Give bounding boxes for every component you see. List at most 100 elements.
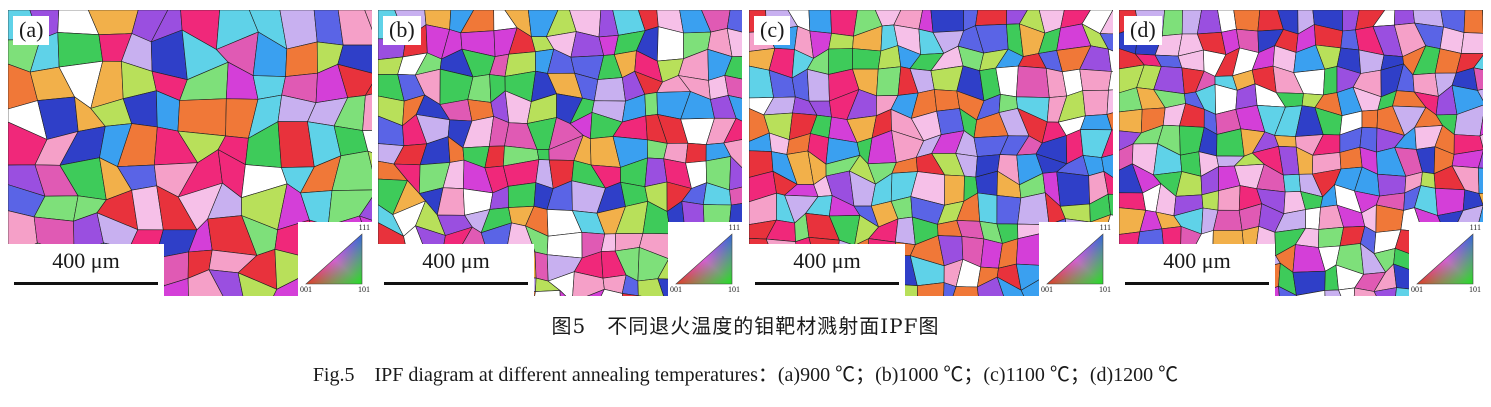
grain — [1108, 70, 1113, 91]
grain — [1295, 290, 1326, 296]
grain — [187, 269, 224, 296]
legend-label-111: 111 — [358, 223, 370, 232]
grain — [593, 77, 626, 102]
ipf-color-key — [1046, 233, 1104, 285]
panel-label-a: (a) — [13, 16, 50, 45]
grain — [656, 26, 684, 62]
panel-label-b: (b) — [383, 16, 421, 45]
grain — [729, 186, 742, 206]
scale-bar-line-c — [755, 282, 899, 285]
grain — [808, 10, 832, 34]
grain — [729, 155, 742, 191]
grain — [1056, 171, 1091, 207]
grain — [1161, 10, 1183, 37]
grain — [723, 139, 742, 169]
grain — [1278, 285, 1298, 296]
grain — [916, 282, 945, 296]
grain — [1017, 192, 1050, 226]
legend-label-101: 101 — [1469, 285, 1481, 294]
grain — [727, 94, 742, 122]
grain — [975, 10, 1008, 26]
grain — [507, 182, 537, 208]
scale-bar-b: 400 μm — [378, 244, 534, 296]
grain — [724, 56, 742, 80]
grain — [1103, 170, 1113, 195]
legend-label-001: 001 — [1411, 285, 1423, 294]
scale-bar-line-b — [384, 282, 528, 285]
grain — [1107, 48, 1113, 72]
ipf-legend-d: 111 001 101 — [1409, 222, 1483, 296]
grain — [237, 272, 278, 296]
legend-triangle-outline — [675, 233, 733, 285]
grain — [1479, 115, 1483, 137]
grain — [359, 197, 372, 221]
grain — [1106, 89, 1113, 115]
grain — [1212, 209, 1243, 231]
legend-label-001: 001 — [670, 285, 682, 294]
grain — [726, 10, 742, 33]
figure-caption-english: Fig.5 IPF diagram at different annealing… — [312, 364, 1179, 386]
grain — [1477, 88, 1483, 102]
scale-bar-d: 400 μm — [1119, 244, 1275, 296]
grain — [1361, 109, 1379, 129]
grain — [685, 142, 707, 164]
grain — [1099, 10, 1113, 35]
grain — [1373, 287, 1397, 296]
grain — [1101, 129, 1113, 159]
grain — [1233, 10, 1261, 32]
grain — [1282, 173, 1301, 193]
ipf-legend-a: 111 001 101 — [298, 222, 372, 296]
grain — [160, 277, 189, 296]
grain — [362, 93, 372, 131]
grain — [1196, 10, 1222, 35]
grain — [976, 276, 1004, 296]
grain — [273, 274, 307, 296]
grain — [1079, 114, 1113, 131]
grain — [559, 289, 567, 296]
grain — [1377, 173, 1407, 197]
legend-label-101: 101 — [358, 285, 370, 294]
figure-panels: (a) 400 μm 111 001 101 (b) 400 μm 111 001 10… — [8, 10, 1483, 296]
grain — [1477, 150, 1483, 169]
grain — [534, 290, 561, 296]
grain — [977, 192, 998, 225]
grain — [1477, 167, 1483, 194]
panel-label-d: (d) — [1124, 16, 1162, 45]
ipf-color-key — [305, 233, 363, 285]
grain — [1460, 32, 1483, 54]
grain — [806, 68, 830, 102]
ipf-color-key — [675, 233, 733, 285]
grain — [600, 288, 623, 296]
legend-label-111: 111 — [728, 223, 740, 232]
grain — [1305, 206, 1321, 230]
grain — [362, 130, 372, 153]
grain — [337, 44, 372, 74]
grain — [1338, 287, 1355, 296]
grain — [1479, 134, 1483, 149]
panel-a: (a) 400 μm 111 001 101 — [8, 10, 372, 296]
grain — [1473, 54, 1483, 70]
grain — [936, 108, 965, 136]
grain — [621, 293, 639, 296]
grain — [1394, 10, 1415, 26]
grain — [724, 75, 742, 99]
grain — [723, 117, 742, 144]
grain — [726, 27, 742, 58]
legend-label-101: 101 — [1099, 285, 1111, 294]
legend-label-001: 001 — [300, 285, 312, 294]
grain — [644, 92, 658, 117]
grain — [1451, 85, 1483, 115]
legend-label-111: 111 — [1099, 223, 1111, 232]
grain — [177, 98, 227, 137]
scale-bar-line-d — [1125, 282, 1269, 285]
grain — [208, 269, 244, 296]
grain — [996, 276, 1025, 296]
scale-bar-label-b: 400 μm — [422, 248, 490, 273]
legend-label-001: 001 — [1041, 285, 1053, 294]
grain — [1020, 276, 1044, 296]
grain — [1463, 10, 1483, 34]
scale-bar-c: 400 μm — [749, 244, 905, 296]
grain — [546, 231, 583, 259]
panel-label-c: (c) — [754, 16, 791, 45]
scale-bar-label-a: 400 μm — [52, 248, 120, 273]
